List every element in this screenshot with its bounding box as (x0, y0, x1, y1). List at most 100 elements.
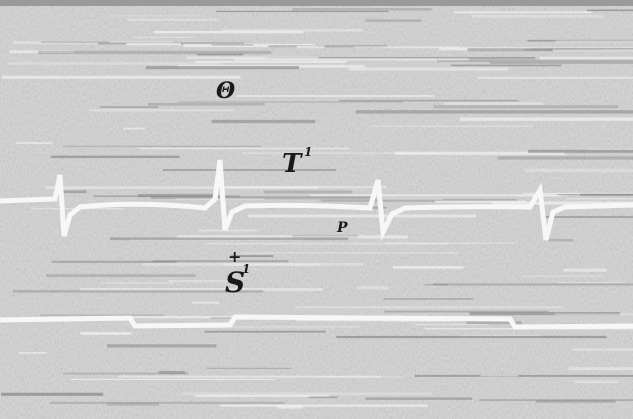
streak (207, 368, 291, 369)
streak (19, 352, 47, 354)
streak (182, 392, 432, 395)
streak (153, 260, 289, 262)
streak (81, 332, 132, 335)
streak (70, 379, 275, 380)
streak (553, 49, 633, 51)
t-superscript: 1 (304, 145, 312, 159)
streak (168, 280, 232, 282)
streak (1, 393, 103, 396)
streak (555, 313, 633, 315)
streak (107, 403, 159, 406)
streak (89, 109, 233, 111)
streak (444, 102, 543, 104)
streak (63, 146, 262, 147)
streak (349, 67, 509, 70)
streak (198, 230, 258, 232)
streak (205, 331, 326, 333)
streak (277, 405, 302, 408)
page: Θ T 1 P + S 1 (() => { const data = JSON… (0, 0, 633, 419)
streak (480, 375, 518, 376)
streak (425, 328, 517, 329)
streak (339, 100, 518, 102)
streak (548, 239, 573, 242)
streak (451, 65, 562, 67)
streak (563, 269, 606, 272)
streak (433, 105, 618, 108)
streak (556, 40, 633, 42)
streak (490, 62, 633, 64)
streak (366, 397, 473, 399)
p-label: P (336, 220, 348, 236)
streak (186, 57, 318, 59)
streak (572, 348, 633, 351)
streak (498, 156, 633, 159)
streak (372, 125, 534, 127)
streak (528, 150, 633, 153)
streak (525, 169, 633, 172)
streak (148, 103, 265, 106)
streak (216, 11, 388, 12)
streak (123, 128, 145, 130)
streak (295, 306, 563, 308)
streak (248, 214, 476, 217)
ecg-image: Θ T 1 P + S 1 (0, 0, 633, 419)
streak (133, 37, 193, 38)
streak (204, 243, 448, 245)
streak (433, 283, 633, 285)
streak (478, 77, 633, 79)
streak (336, 336, 606, 338)
streak (536, 400, 616, 403)
streak (17, 142, 53, 144)
top-edge (0, 0, 633, 6)
streak (292, 8, 431, 11)
streak (212, 44, 253, 45)
streak (236, 95, 434, 97)
streak (220, 404, 428, 406)
streak (40, 315, 163, 316)
streak (63, 373, 188, 375)
streak (154, 31, 303, 33)
streak (241, 252, 458, 253)
streak (309, 397, 338, 398)
streak (45, 186, 318, 189)
streak (297, 46, 325, 49)
streak (212, 120, 315, 123)
streak (557, 194, 633, 195)
streak (472, 15, 603, 18)
streak (192, 302, 220, 304)
streak (46, 274, 196, 277)
streak (365, 19, 421, 22)
streak (575, 380, 619, 383)
streak (101, 282, 173, 284)
theta-label: Θ (216, 78, 235, 104)
plus-label: + (228, 247, 241, 266)
streak (110, 15, 207, 16)
streak (356, 110, 633, 113)
streak (543, 216, 633, 218)
t-label: T (282, 149, 303, 179)
streak (38, 51, 271, 54)
streak (460, 117, 633, 120)
streak (587, 10, 633, 12)
streak (128, 19, 219, 21)
streak (384, 298, 474, 299)
streak (163, 169, 337, 171)
streak (50, 402, 285, 404)
streak (454, 11, 591, 13)
streak (118, 376, 381, 378)
streak (100, 106, 159, 108)
streak (195, 61, 346, 63)
streak (110, 237, 348, 240)
streak (357, 286, 388, 289)
streak (138, 194, 217, 197)
streak (51, 156, 180, 158)
streak (242, 152, 433, 154)
streak (569, 367, 633, 370)
s-superscript: 1 (242, 262, 250, 276)
streak (415, 375, 633, 377)
streak (558, 282, 626, 283)
streak (264, 191, 353, 194)
streak (142, 263, 363, 266)
streak (146, 66, 299, 69)
streak (8, 62, 222, 65)
